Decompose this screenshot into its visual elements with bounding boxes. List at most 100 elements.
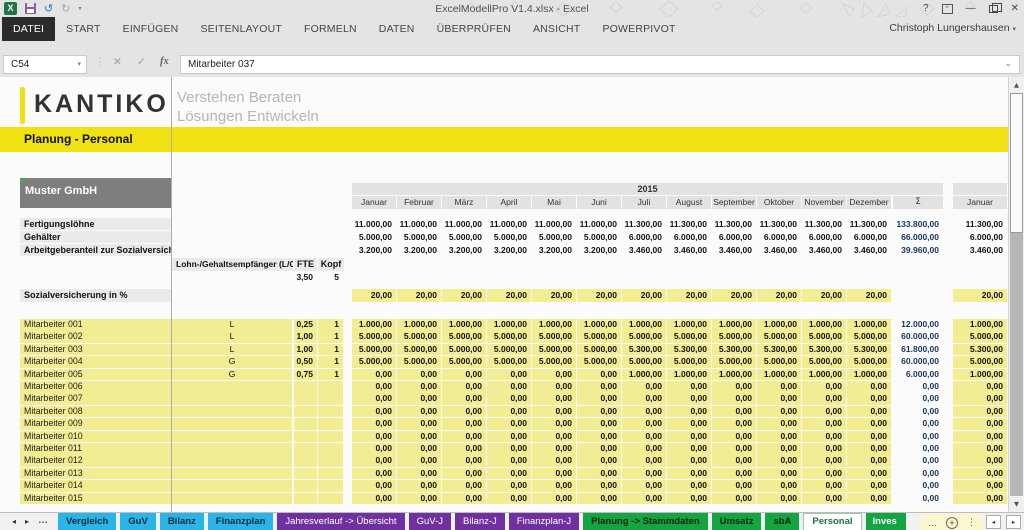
employee-next-cell[interactable]: 0,00	[953, 467, 1007, 480]
summary-value-cell[interactable]: 5.000,00	[538, 232, 572, 242]
employee-name-cell[interactable]: Mitarbeiter 011	[20, 443, 171, 455]
employee-kopf-cell[interactable]: 1	[318, 356, 343, 368]
employee-value-cell[interactable]: 5.000,00	[352, 343, 396, 356]
employee-fte-cell[interactable]	[294, 430, 317, 443]
close-icon[interactable]: ✕	[1010, 3, 1019, 14]
employee-fte-cell[interactable]	[294, 418, 317, 430]
month-header-cell[interactable]: Januar	[352, 196, 396, 209]
summary-value-cell[interactable]: 11.300,00	[714, 219, 752, 229]
employee-value-cell[interactable]: 0,00	[802, 455, 846, 467]
summary-sum-cell[interactable]: 133.800,00	[896, 219, 939, 229]
employee-value-cell[interactable]: 0,00	[847, 405, 891, 418]
employee-fte-cell[interactable]	[294, 467, 317, 480]
employee-value-cell[interactable]: 5.000,00	[577, 356, 621, 368]
employee-value-cell[interactable]: 0,00	[577, 405, 621, 418]
employee-value-cell[interactable]: 0,00	[757, 381, 801, 393]
formula-input[interactable]: Mitarbeiter 037 ⌄	[180, 55, 1020, 74]
sum-header-cell[interactable]: Σ	[893, 196, 943, 209]
employee-next-cell[interactable]: 0,00	[953, 430, 1007, 443]
employee-value-cell[interactable]: 0,00	[532, 492, 576, 505]
employee-kopf-cell[interactable]: 1	[318, 343, 343, 356]
employee-kopf-cell[interactable]	[318, 418, 343, 430]
summary-value-cell[interactable]: 11.300,00	[759, 219, 797, 229]
employee-lg-cell[interactable]: L	[172, 331, 292, 343]
employee-fte-cell[interactable]: 0,25	[294, 319, 317, 331]
employee-name-cell[interactable]: Mitarbeiter 006	[20, 381, 171, 393]
employee-fte-cell[interactable]: 0,75	[294, 368, 317, 381]
employee-value-cell[interactable]: 0,00	[712, 467, 756, 480]
employee-value-cell[interactable]: 0,00	[667, 381, 711, 393]
employee-value-cell[interactable]: 0,00	[352, 381, 396, 393]
social-value-cell[interactable]: 20,00	[532, 289, 576, 302]
employee-value-cell[interactable]: 1.000,00	[622, 319, 666, 331]
summary-value-cell[interactable]: 3.460,00	[808, 245, 842, 255]
employee-value-cell[interactable]: 0,00	[397, 492, 441, 505]
summary-value-cell[interactable]: 11.300,00	[624, 219, 662, 229]
summary-next-cell[interactable]: 11.300,00	[965, 219, 1003, 229]
employee-value-cell[interactable]: 0,00	[442, 455, 486, 467]
social-value-cell[interactable]: 20,00	[667, 289, 711, 302]
ribbon-tab-überprüfen[interactable]: ÜBERPRÜFEN	[436, 23, 511, 35]
employee-value-cell[interactable]: 0,00	[397, 480, 441, 492]
employee-value-cell[interactable]: 1.000,00	[532, 319, 576, 331]
employee-lg-cell[interactable]	[172, 430, 292, 443]
employee-value-cell[interactable]: 0,00	[352, 368, 396, 381]
employee-value-cell[interactable]: 5.000,00	[397, 343, 441, 356]
summary-value-cell[interactable]: 5.000,00	[403, 232, 437, 242]
ribbon-tab-seitenlayout[interactable]: SEITENLAYOUT	[200, 23, 283, 35]
employee-value-cell[interactable]: 0,00	[532, 467, 576, 480]
employee-name-cell[interactable]: Mitarbeiter 007	[20, 393, 171, 405]
ribbon-tab-start[interactable]: START	[66, 23, 101, 35]
employee-value-cell[interactable]: 0,00	[622, 455, 666, 467]
employee-value-cell[interactable]: 1.000,00	[712, 368, 756, 381]
employee-fte-cell[interactable]: 1,00	[294, 343, 317, 356]
month-header-cell[interactable]: September	[712, 196, 756, 209]
social-value-cell[interactable]: 20,00	[577, 289, 621, 302]
redo-icon[interactable]: ↻	[61, 2, 71, 15]
employee-value-cell[interactable]: 0,00	[487, 405, 531, 418]
employee-sum-cell[interactable]: 6.000,00	[905, 368, 939, 379]
kopf-total-cell[interactable]: 5	[334, 272, 339, 282]
employee-value-cell[interactable]: 0,00	[667, 443, 711, 455]
sheet-tab-inves[interactable]: Inves	[865, 513, 906, 530]
employee-lg-cell[interactable]: L	[172, 343, 292, 356]
employee-value-cell[interactable]: 0,00	[622, 381, 666, 393]
employee-value-cell[interactable]: 0,00	[352, 492, 396, 505]
social-value-cell[interactable]: 20,00	[847, 289, 891, 302]
cancel-entry-icon[interactable]: ✕	[113, 56, 122, 68]
employee-value-cell[interactable]: 1.000,00	[622, 368, 666, 381]
employee-value-cell[interactable]: 5.000,00	[622, 331, 666, 343]
summary-value-cell[interactable]: 5.000,00	[358, 232, 392, 242]
employee-name-cell[interactable]: Mitarbeiter 010	[20, 430, 171, 443]
employee-value-cell[interactable]: 0,00	[622, 393, 666, 405]
employee-next-cell[interactable]: 0,00	[953, 393, 1007, 405]
employee-value-cell[interactable]: 0,00	[757, 455, 801, 467]
employee-value-cell[interactable]: 0,00	[577, 467, 621, 480]
payroll-header-kopf[interactable]: Kopf	[318, 258, 344, 271]
summary-value-cell[interactable]: 11.000,00	[399, 219, 437, 229]
summary-value-cell[interactable]: 11.000,00	[354, 219, 392, 229]
employee-value-cell[interactable]: 0,00	[712, 492, 756, 505]
employee-value-cell[interactable]: 0,00	[667, 430, 711, 443]
employee-next-cell[interactable]: 1.000,00	[953, 368, 1007, 381]
minimize-icon[interactable]: —	[965, 3, 976, 14]
employee-value-cell[interactable]: 5.000,00	[577, 343, 621, 356]
summary-value-cell[interactable]: 6.000,00	[718, 232, 752, 242]
employee-value-cell[interactable]: 5.000,00	[802, 356, 846, 368]
employee-value-cell[interactable]: 0,00	[667, 467, 711, 480]
sheet-tab-guv[interactable]: GuV	[120, 513, 156, 530]
employee-value-cell[interactable]: 0,00	[622, 405, 666, 418]
employee-value-cell[interactable]: 0,00	[757, 480, 801, 492]
employee-lg-cell[interactable]	[172, 381, 292, 393]
employee-value-cell[interactable]: 1.000,00	[397, 319, 441, 331]
summary-value-cell[interactable]: 5.000,00	[493, 232, 527, 242]
employee-value-cell[interactable]: 0,00	[802, 467, 846, 480]
social-value-cell[interactable]: 20,00	[487, 289, 531, 302]
employee-value-cell[interactable]: 0,00	[352, 418, 396, 430]
employee-value-cell[interactable]: 0,00	[487, 418, 531, 430]
sheet-tab-bilanz[interactable]: Bilanz	[159, 513, 204, 530]
employee-value-cell[interactable]: 5.000,00	[487, 356, 531, 368]
employee-next-cell[interactable]: 0,00	[953, 381, 1007, 393]
employee-value-cell[interactable]: 5.000,00	[757, 331, 801, 343]
employee-value-cell[interactable]: 0,00	[757, 443, 801, 455]
